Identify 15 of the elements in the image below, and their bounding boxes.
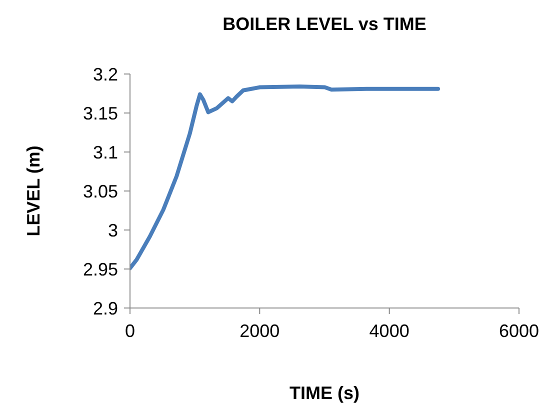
y-axis-title: LEVEL (m) [24,146,44,236]
x-tick-label: 6000 [498,320,540,341]
y-tick-label: 2.95 [82,259,118,280]
line-series [130,84,440,270]
x-tick-label: 4000 [369,320,410,341]
y-tick-label: 3.15 [82,103,118,124]
x-tick-label: 0 [124,320,136,341]
y-tick-label: 3.1 [92,142,118,162]
y-tick-label: 2.9 [92,298,118,318]
x-tick-label: 2000 [240,320,280,341]
x-axis-title: TIME (s) [288,383,360,404]
y-tick-label: 3.05 [82,181,118,202]
y-tick-label: 3.2 [92,64,118,84]
y-tick-label: 3 [108,220,118,240]
chart-title: BOILER LEVEL vs TIME [222,14,428,35]
